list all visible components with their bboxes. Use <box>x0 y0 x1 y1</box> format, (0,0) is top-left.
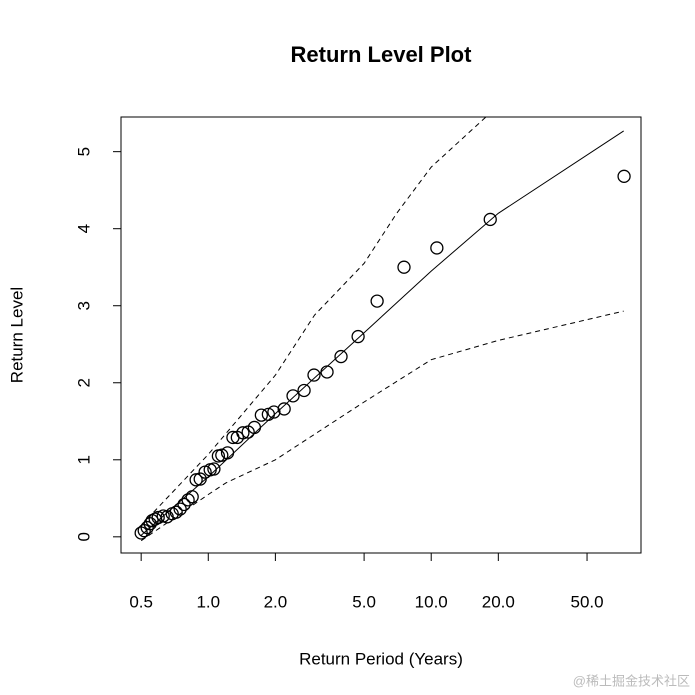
point <box>617 169 631 183</box>
point <box>207 462 221 476</box>
y-axis-label: Return Level <box>7 287 26 383</box>
point <box>334 349 348 364</box>
confidence-line <box>140 310 624 542</box>
point <box>351 329 365 344</box>
point <box>140 520 154 535</box>
y-tick-label: 3 <box>74 301 93 310</box>
confidence-line <box>140 117 487 526</box>
chart-title: Return Level Plot <box>291 42 473 67</box>
plot-frame <box>120 116 642 554</box>
point <box>277 402 291 416</box>
point <box>267 405 281 419</box>
point <box>254 408 268 422</box>
point <box>297 383 311 398</box>
point <box>151 510 165 525</box>
point <box>307 368 321 382</box>
point <box>483 212 497 227</box>
plot-area <box>134 117 631 542</box>
y-tick-label: 5 <box>74 147 93 156</box>
point <box>236 426 250 440</box>
point <box>397 260 411 274</box>
x-tick-label: 1.0 <box>196 592 220 611</box>
x-tick-label: 0.5 <box>129 592 153 611</box>
x-tick-label: 10.0 <box>415 592 448 611</box>
fitted-line <box>140 130 624 536</box>
y-tick-label: 1 <box>74 455 93 464</box>
point <box>430 241 444 255</box>
point <box>215 448 229 462</box>
x-tick-label: 2.0 <box>264 592 288 611</box>
point <box>370 294 384 308</box>
x-tick-label: 50.0 <box>570 592 603 611</box>
point <box>173 502 187 516</box>
x-axis-label: Return Period (Years) <box>299 649 463 668</box>
y-tick-label: 4 <box>74 224 93 233</box>
y-tick-label: 2 <box>74 378 93 387</box>
y-tick-label: 0 <box>74 532 93 541</box>
x-tick-label: 5.0 <box>352 592 376 611</box>
watermark: @稀土掘金技术社区 <box>573 673 690 688</box>
x-tick-label: 20.0 <box>482 592 515 611</box>
point <box>286 389 300 403</box>
